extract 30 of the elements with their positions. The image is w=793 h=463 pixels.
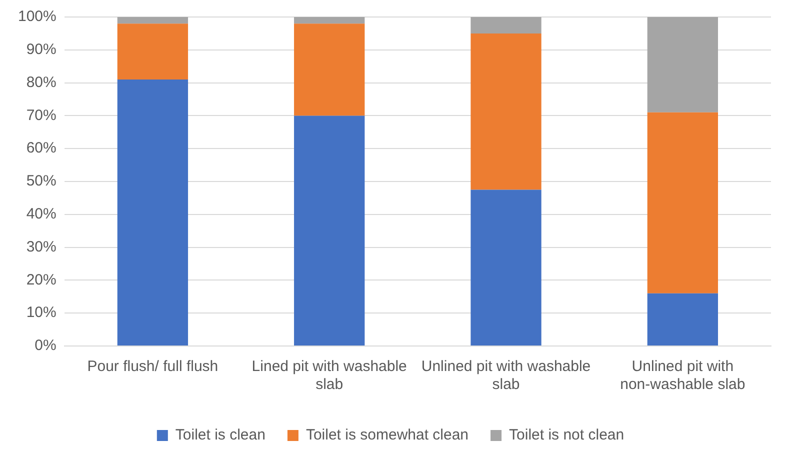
y-tick-label: 30%	[26, 238, 56, 256]
bar	[647, 112, 718, 294]
y-tick-label: 60%	[26, 140, 56, 157]
y-tick-label: 10%	[26, 304, 56, 322]
x-tick-label: Unlined pit with washable slab	[421, 358, 591, 394]
bar	[470, 190, 542, 346]
bar	[117, 80, 188, 346]
bar	[117, 17, 188, 24]
legend-label: Toilet is not clean	[509, 426, 624, 444]
y-tick-label: 0%	[34, 337, 56, 354]
x-tick-label: Unlined pit with non-washable slab	[620, 358, 746, 394]
y-tick-label: 40%	[26, 206, 56, 223]
x-tick-label: Lined pit with washable slab	[252, 358, 407, 394]
bar	[117, 24, 188, 80]
bar	[294, 24, 365, 116]
y-tick-label: 20%	[26, 271, 56, 288]
bar	[294, 17, 365, 24]
y-tick-label: 70%	[26, 106, 56, 124]
legend-label: Toilet is somewhat clean	[306, 426, 469, 444]
y-tick-label: 100%	[18, 8, 56, 26]
bar	[294, 116, 365, 346]
bar	[470, 17, 542, 34]
y-tick-label: 50%	[26, 172, 56, 190]
y-tick-label: 90%	[26, 41, 56, 58]
legend-label: Toilet is clean	[175, 426, 266, 444]
bar	[647, 17, 718, 112]
bar	[470, 33, 542, 190]
x-tick-label: Pour flush/ full flush	[87, 358, 218, 376]
y-tick-label: 80%	[26, 74, 56, 91]
bar	[647, 293, 718, 346]
